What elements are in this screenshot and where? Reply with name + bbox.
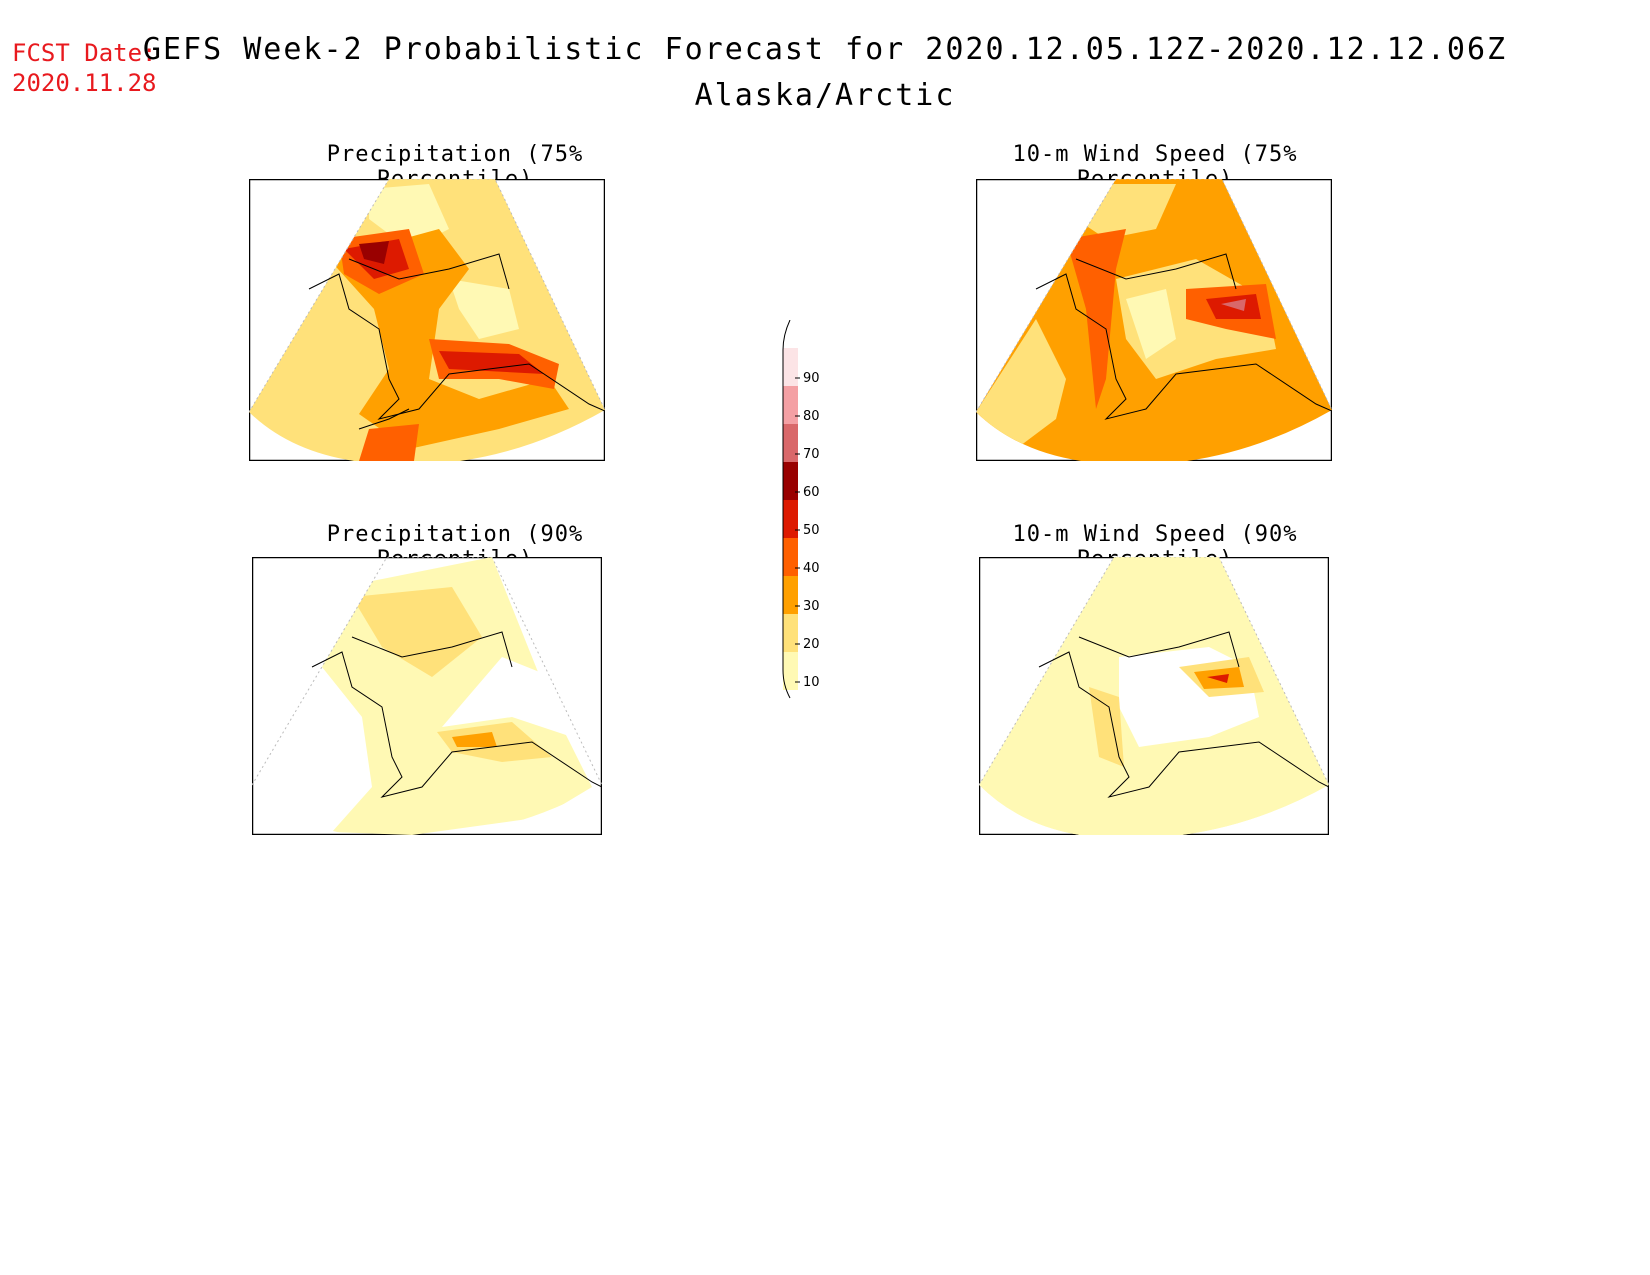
colorbar: 90 80 70 60 50 40 30 20 10 <box>782 320 820 699</box>
colorbar-swatch-90 <box>783 348 798 386</box>
forecast-date-block: FCST Date: 2020.11.28 <box>12 38 157 98</box>
colorbar-label: 10 <box>803 675 820 690</box>
colorbar-label: 50 <box>803 523 820 538</box>
page-subtitle: Alaska/Arctic <box>694 78 956 113</box>
forecast-date-value: 2020.11.28 <box>12 69 157 97</box>
colorbar-swatch-20 <box>783 614 798 652</box>
colorbar-swatch-10 <box>783 652 798 690</box>
colorbar-swatch-80 <box>783 386 798 424</box>
page-title: GEFS Week-2 Probabilistic Forecast for 2… <box>142 32 1508 67</box>
colorbar-swatch-50 <box>783 500 798 538</box>
colorbar-swatch-40 <box>783 538 798 576</box>
colorbar-label: 70 <box>803 447 820 462</box>
map-precip-75 <box>249 179 605 461</box>
forecast-date-label: FCST Date: <box>12 39 157 67</box>
colorbar-label: 30 <box>803 599 820 614</box>
map-wind-90 <box>979 557 1329 835</box>
map-wind-75 <box>976 179 1332 461</box>
colorbar-swatch-60 <box>783 462 798 500</box>
colorbar-label: 40 <box>803 561 820 576</box>
map-precip-90 <box>252 557 602 835</box>
colorbar-swatch-70 <box>783 424 798 462</box>
colorbar-label: 90 <box>803 371 820 386</box>
colorbar-label: 20 <box>803 637 820 652</box>
colorbar-label: 60 <box>803 485 820 500</box>
colorbar-label: 80 <box>803 409 820 424</box>
colorbar-swatch-30 <box>783 576 798 614</box>
